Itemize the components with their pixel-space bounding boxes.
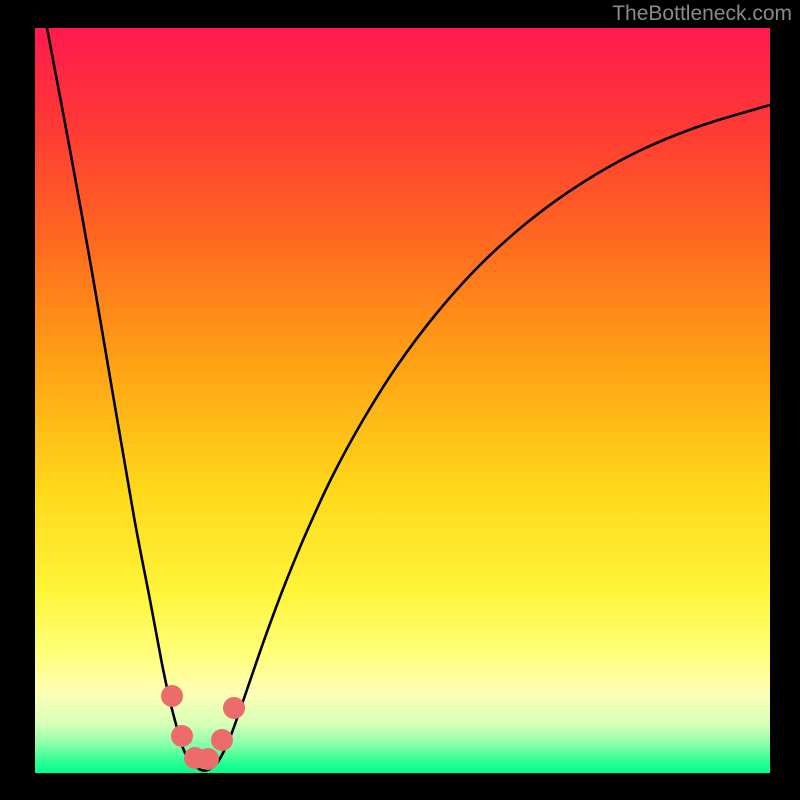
bottleneck-chart [0, 0, 800, 800]
marker-dot [211, 729, 233, 751]
watermark-text: TheBottleneck.com [612, 2, 792, 26]
marker-dot [161, 685, 183, 707]
gradient-panel [35, 28, 770, 773]
marker-dot [171, 725, 193, 747]
chart-container: TheBottleneck.com [0, 0, 800, 800]
marker-dot [197, 748, 219, 770]
marker-dot [223, 697, 245, 719]
